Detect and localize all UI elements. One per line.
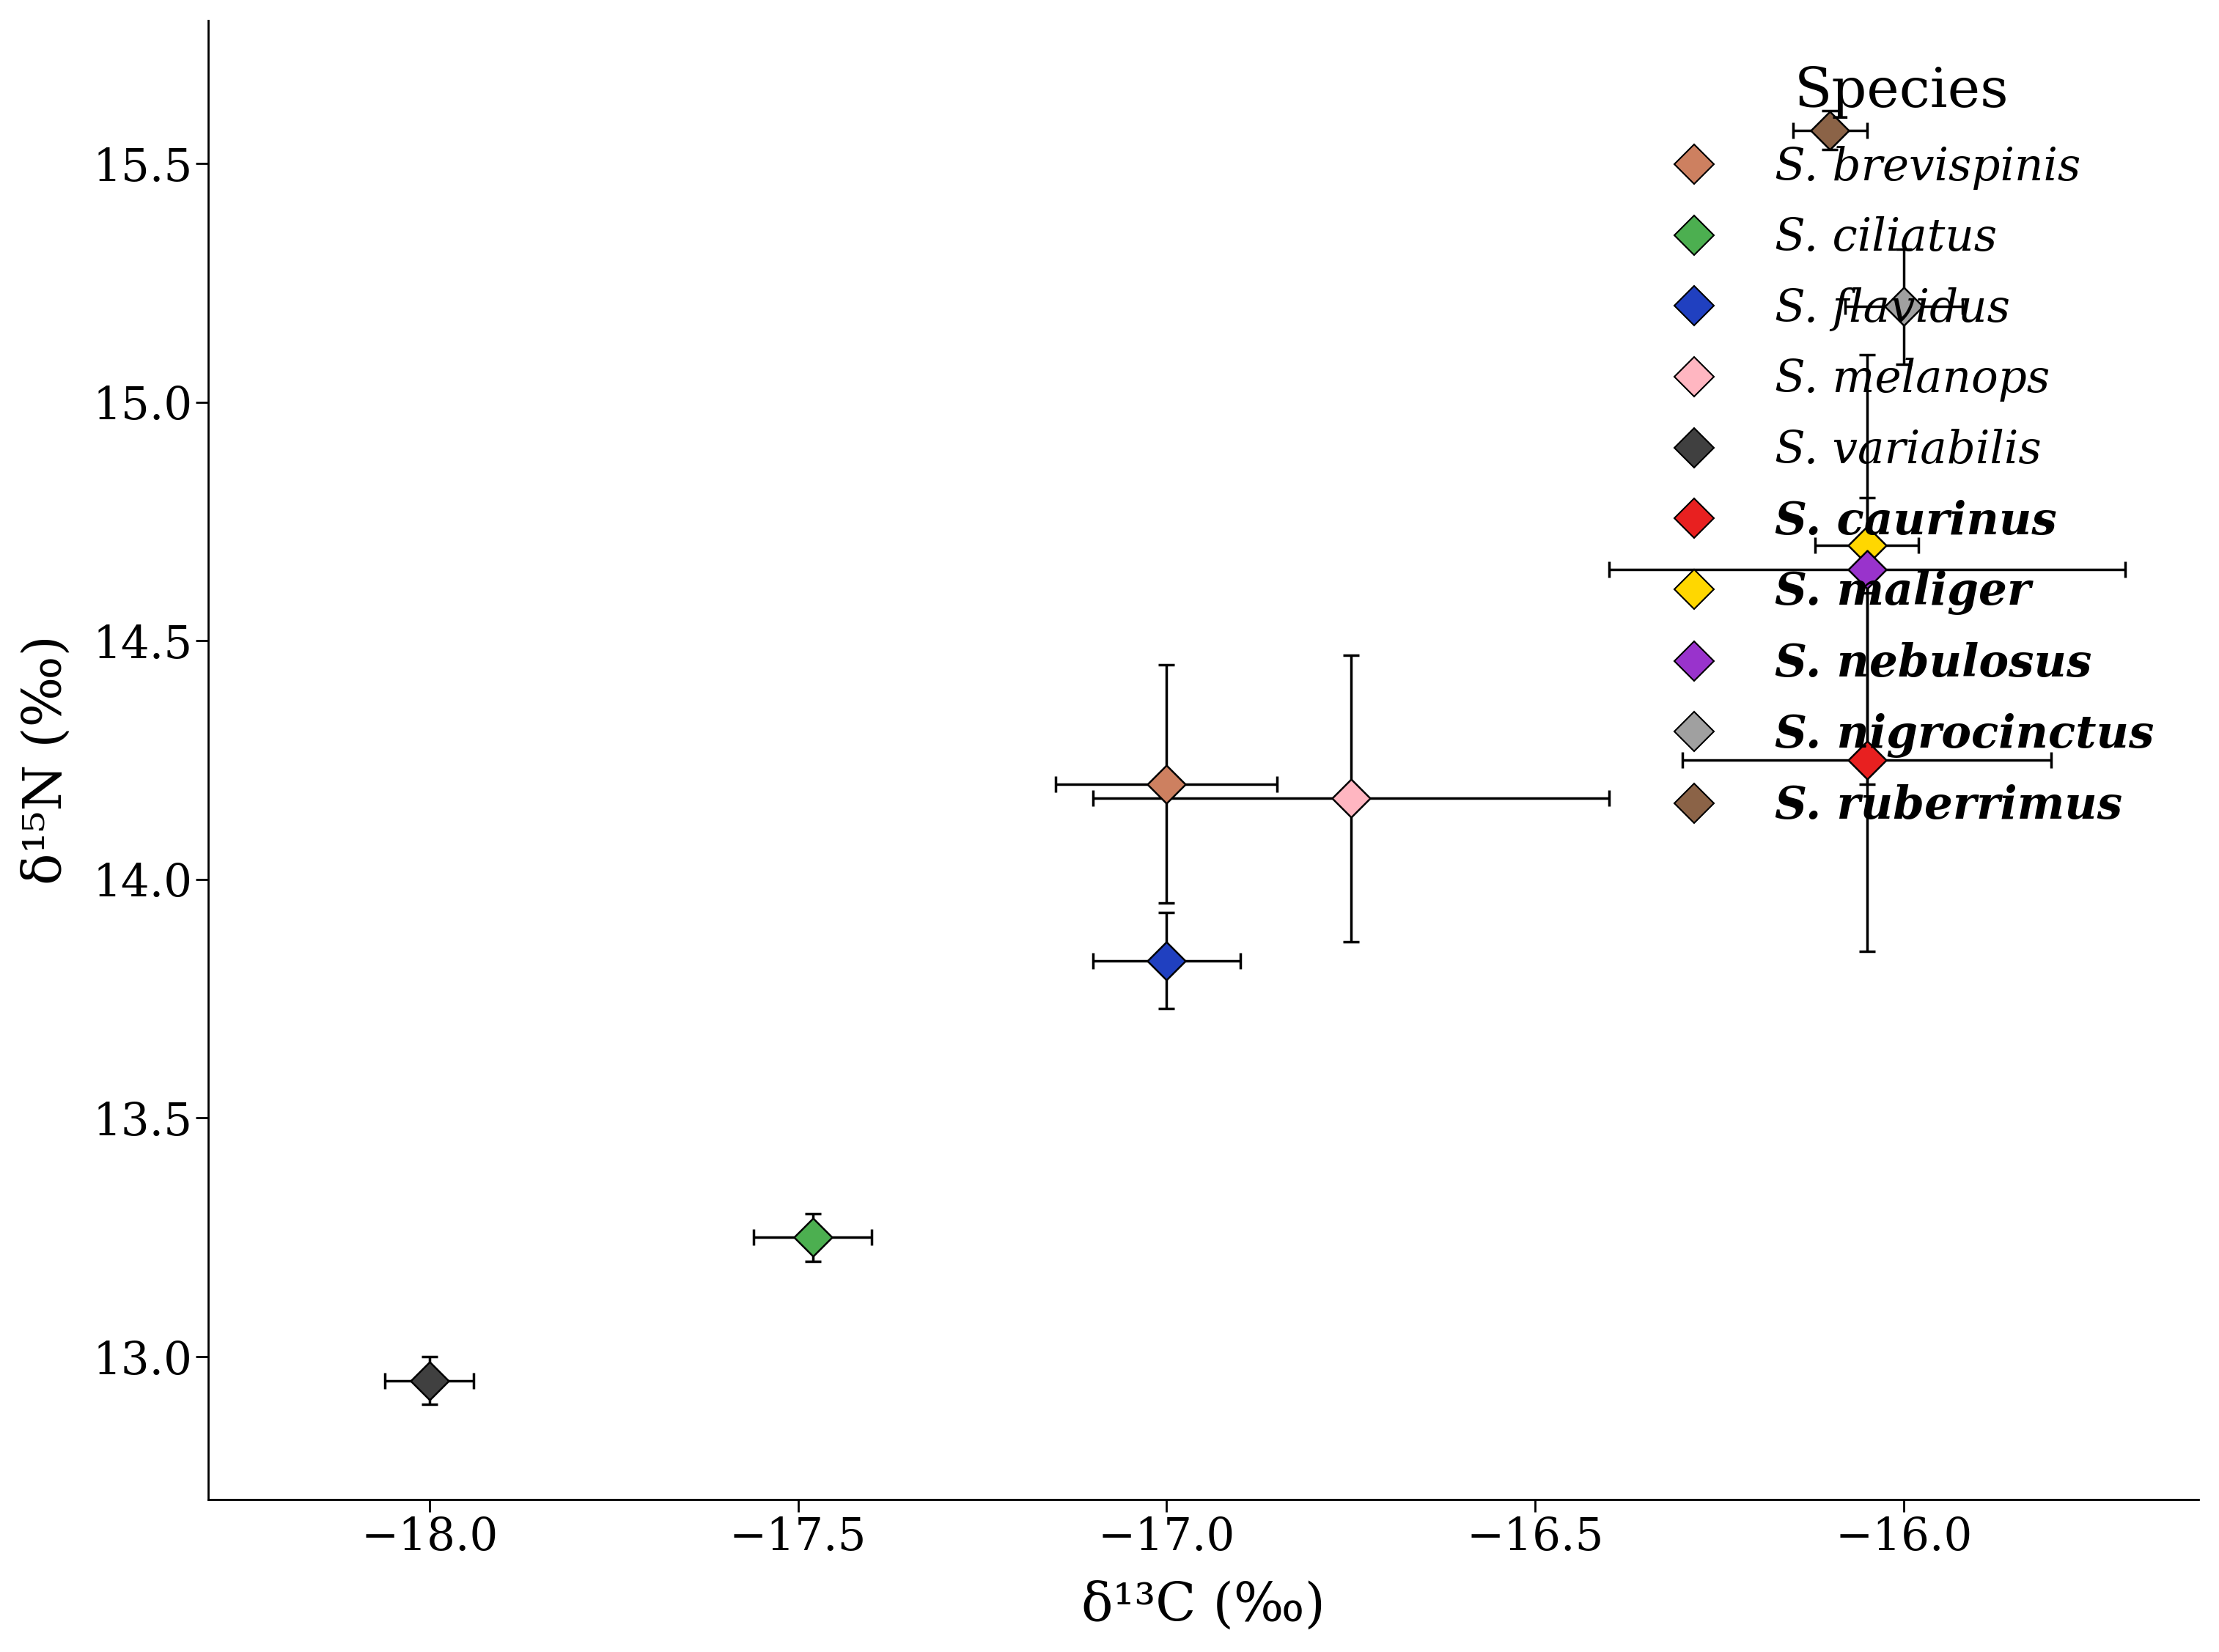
Legend: S. brevispinis, S. ciliatus, S. flavidus, S. melanops, S. variabilis, S. caurinu: S. brevispinis, S. ciliatus, S. flavidus… <box>1627 43 2177 851</box>
Point <box>1149 771 1185 798</box>
Point <box>1848 557 1884 583</box>
Y-axis label: δ¹⁵N (‰): δ¹⁵N (‰) <box>20 636 71 885</box>
Point <box>1886 294 1922 320</box>
Point <box>1848 532 1884 558</box>
Point <box>1848 747 1884 773</box>
Point <box>1149 947 1185 973</box>
Point <box>794 1224 830 1251</box>
Point <box>1813 117 1848 144</box>
Point <box>411 1368 446 1394</box>
X-axis label: δ¹³C (‰): δ¹³C (‰) <box>1081 1579 1325 1632</box>
Point <box>1334 785 1369 811</box>
